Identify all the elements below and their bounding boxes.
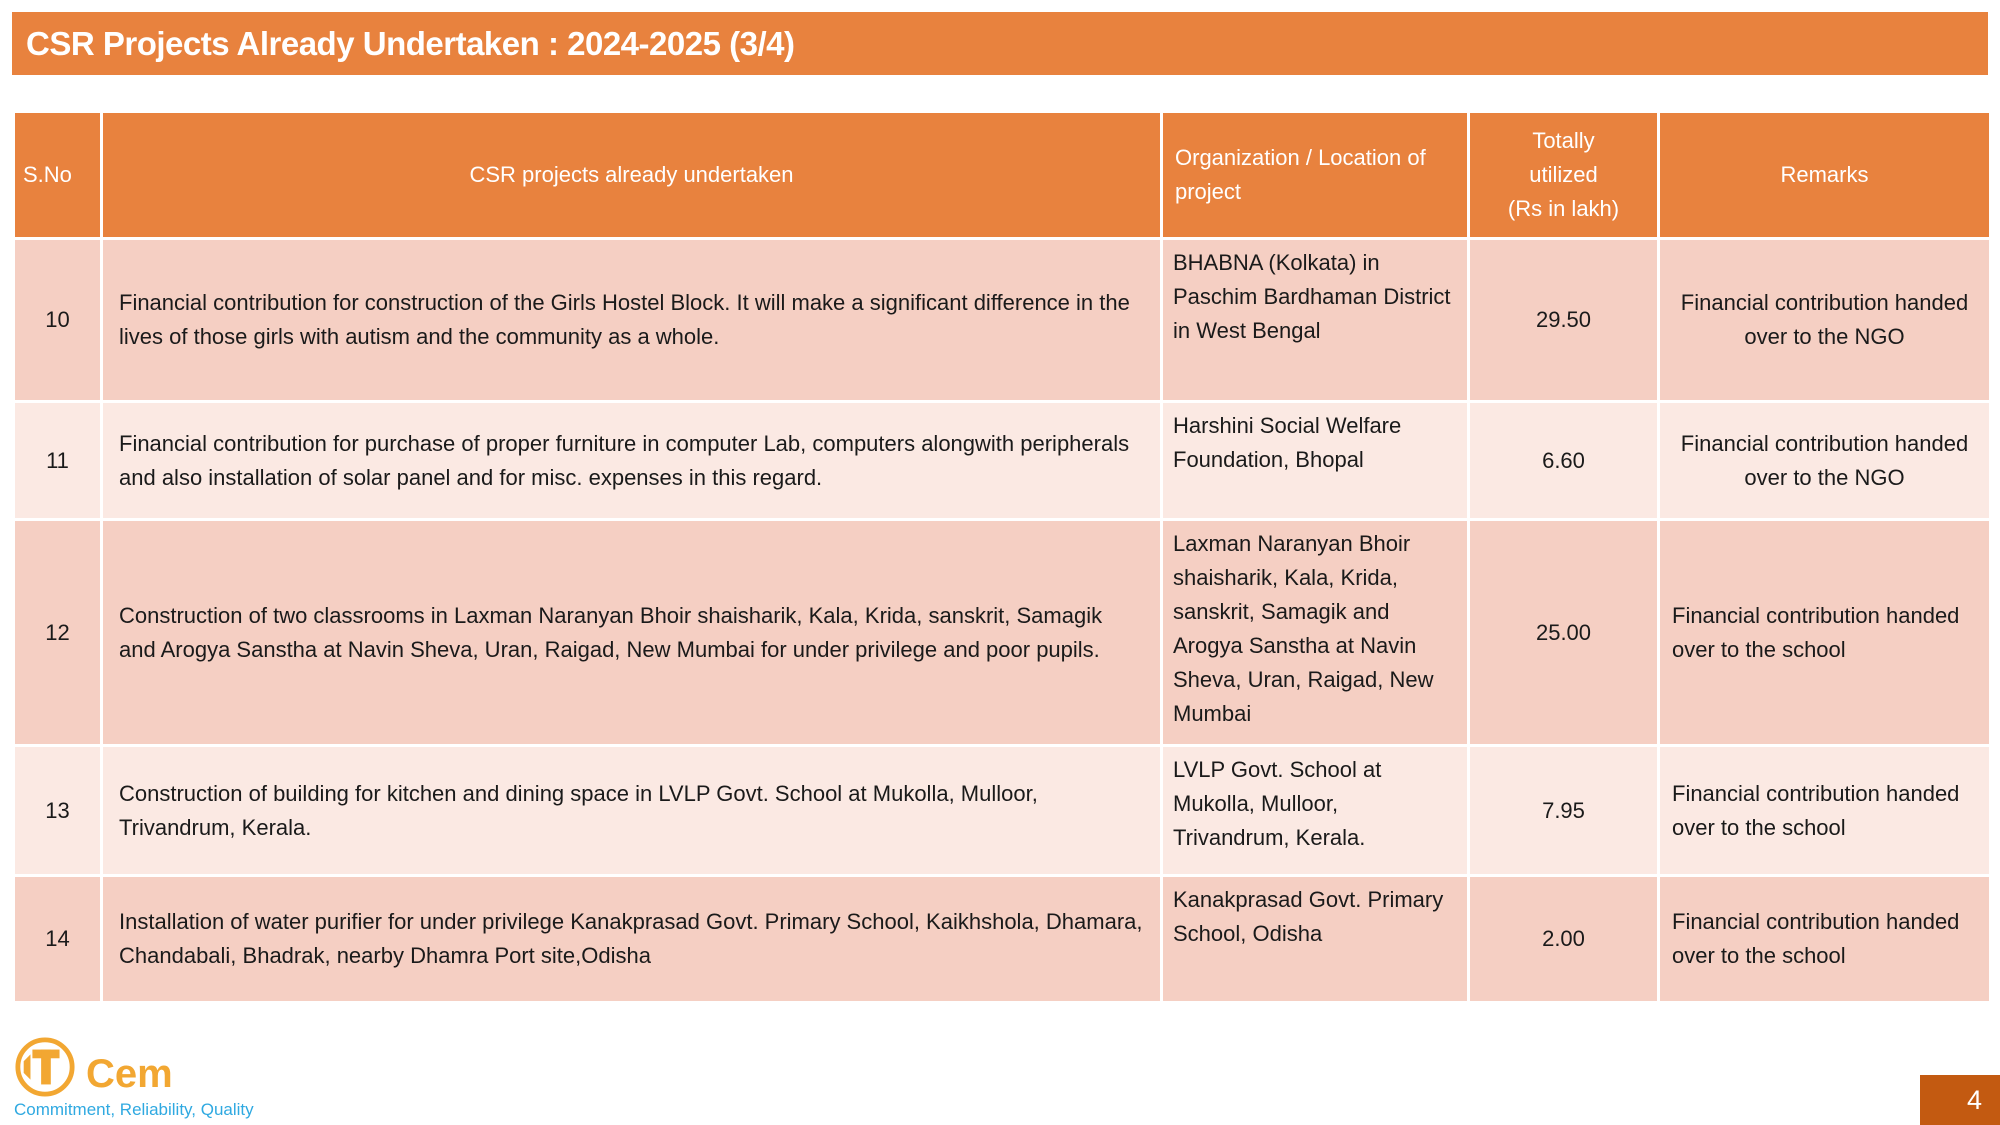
row-project: Construction of building for kitchen and… xyxy=(100,744,1163,877)
row-organization: Kanakprasad Govt. Primary School, Odisha xyxy=(1160,874,1470,1004)
row-remarks: Financial contribution handed over to th… xyxy=(1657,518,1992,747)
row-organization: Laxman Naranyan Bhoir shaisharik, Kala, … xyxy=(1160,518,1470,747)
row-remarks: Financial contribution handed over to th… xyxy=(1657,874,1992,1004)
row-sno: 12 xyxy=(12,518,103,747)
brand-tagline: Commitment, Reliability, Quality xyxy=(14,1100,254,1119)
header-sno: S.No xyxy=(12,110,103,240)
table-header-row: S.No CSR projects already undertaken Org… xyxy=(12,110,1992,240)
row-remarks: Financial contribution handed over to th… xyxy=(1657,237,1992,403)
row-project: Construction of two classrooms in Laxman… xyxy=(100,518,1163,747)
table-row: 11 Financial contribution for purchase o… xyxy=(12,400,1992,521)
row-project: Financial contribution for construction … xyxy=(100,237,1163,403)
header-utilized: Totally utilized (Rs in lakh) xyxy=(1467,110,1660,240)
row-project: Financial contribution for purchase of p… xyxy=(100,400,1163,521)
row-remarks: Financial contribution handed over to th… xyxy=(1657,744,1992,877)
row-utilized: 7.95 xyxy=(1467,744,1660,877)
row-organization: Harshini Social Welfare Foundation, Bhop… xyxy=(1160,400,1470,521)
table-row: 12 Construction of two classrooms in Lax… xyxy=(12,518,1992,747)
row-sno: 13 xyxy=(12,744,103,877)
brand-text: Cem xyxy=(86,1052,173,1096)
itd-cem-logo-icon xyxy=(15,1037,75,1097)
header-organization: Organization / Location of project xyxy=(1160,110,1470,240)
page-number-badge: 4 xyxy=(1920,1075,2000,1125)
table-row: 14 Installation of water purifier for un… xyxy=(12,874,1992,1004)
row-utilized: 2.00 xyxy=(1467,874,1660,1004)
row-sno: 11 xyxy=(12,400,103,521)
page-number: 4 xyxy=(1966,1084,1982,1115)
row-utilized: 6.60 xyxy=(1467,400,1660,521)
header-remarks: Remarks xyxy=(1657,110,1992,240)
row-sno: 14 xyxy=(12,874,103,1004)
header-project: CSR projects already undertaken xyxy=(100,110,1163,240)
company-logo: Cem Commitment, Reliability, Quality xyxy=(14,1036,334,1120)
row-organization: BHABNA (Kolkata) in Paschim Bardhaman Di… xyxy=(1160,237,1470,403)
slide-title: CSR Projects Already Undertaken : 2024-2… xyxy=(26,24,795,62)
row-utilized: 29.50 xyxy=(1467,237,1660,403)
table-row: 10 Financial contribution for constructi… xyxy=(12,237,1992,403)
row-remarks: Financial contribution handed over to th… xyxy=(1657,400,1992,521)
row-organization: LVLP Govt. School at Mukolla, Mulloor, T… xyxy=(1160,744,1470,877)
row-project: Installation of water purifier for under… xyxy=(100,874,1163,1004)
row-sno: 10 xyxy=(12,237,103,403)
table-row: 13 Construction of building for kitchen … xyxy=(12,744,1992,877)
csr-projects-table: S.No CSR projects already undertaken Org… xyxy=(12,110,1992,1004)
row-utilized: 25.00 xyxy=(1467,518,1660,747)
slide-title-bar: CSR Projects Already Undertaken : 2024-2… xyxy=(12,12,1988,75)
